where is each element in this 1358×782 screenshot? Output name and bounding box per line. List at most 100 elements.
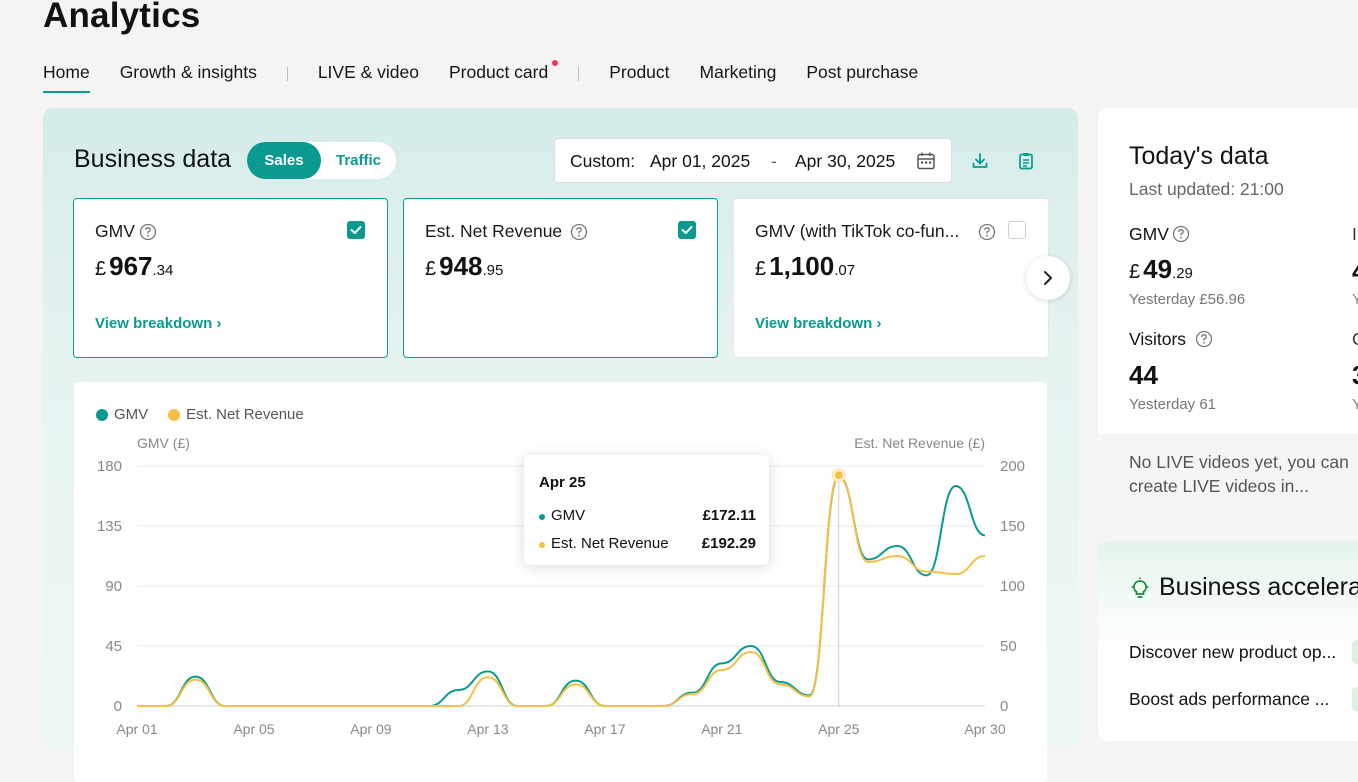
x-tick-label: Apr 21	[701, 721, 742, 737]
value-integer: 967	[109, 251, 153, 281]
value-integer: 49	[1143, 254, 1173, 284]
todays-data-title: Today's data	[1129, 142, 1269, 170]
view-breakdown-label: View breakdown	[755, 315, 873, 332]
todays-data-panel: Today's data Last updated: 21:00 GMV £49…	[1098, 108, 1358, 514]
calendar-icon[interactable]	[916, 151, 936, 171]
metric-card-gmv-cofunded[interactable]: GMV (with TikTok co-fun... £1,100.07 Vie…	[733, 198, 1049, 358]
today-visitors-label: Visitors	[1129, 329, 1187, 349]
tab-product-card[interactable]: Product card	[449, 60, 559, 91]
chart-canvas: GMV (£) Est. Net Revenue (£) 180 200 135 150 9…	[97, 435, 1025, 737]
help-icon[interactable]	[1195, 330, 1213, 348]
last-updated: Last updated: 21:00	[1129, 179, 1284, 199]
help-icon[interactable]	[570, 223, 588, 241]
check-icon	[681, 226, 693, 234]
value-integer: 948	[439, 251, 483, 281]
acceleration-action-chip[interactable]	[1352, 640, 1358, 664]
legend-item-gmv[interactable]: GMV	[96, 406, 148, 423]
clipboard-icon[interactable]	[1016, 151, 1036, 171]
left-tick-label: 90	[105, 578, 122, 595]
clipped-metric-label: I	[1352, 224, 1357, 244]
currency-symbol: £	[425, 258, 437, 280]
tab-growth-insights[interactable]: Growth & insights	[119, 62, 257, 82]
today-gmv-value: £49.29	[1129, 254, 1193, 285]
right-axis-title: Est. Net Revenue (£)	[854, 435, 985, 451]
business-acceleration-title: Business accelera	[1159, 573, 1358, 601]
x-tick-label: Apr 09	[350, 721, 391, 737]
right-tick-label: 200	[1000, 458, 1025, 475]
acceleration-action-chip[interactable]	[1352, 687, 1358, 711]
metric-title: GMV (with TikTok co-fun...	[755, 221, 960, 241]
x-tick-label: Apr 25	[818, 721, 859, 737]
sales-toggle-option[interactable]: Sales	[247, 142, 321, 179]
business-data-panel: Business data Sales Traffic Custom: Apr …	[43, 108, 1078, 782]
clipped-metric-sub: Y	[1352, 291, 1358, 308]
left-tick-label: 180	[97, 458, 122, 475]
business-data-title: Business data	[74, 145, 232, 173]
left-tick-label: 0	[114, 698, 122, 715]
notification-dot	[552, 60, 559, 66]
traffic-toggle-option[interactable]: Traffic	[335, 152, 381, 169]
metric-checkbox[interactable]	[1008, 221, 1026, 239]
view-breakdown-link[interactable]: View breakdown ›	[95, 315, 221, 332]
acceleration-item[interactable]: Discover new product op...	[1129, 642, 1337, 662]
help-icon[interactable]	[978, 223, 996, 241]
chevron-right-icon: ›	[216, 315, 222, 332]
tab-home[interactable]: Home	[43, 62, 90, 93]
chevron-right-icon: ›	[876, 315, 882, 332]
tooltip-date: Apr 25	[539, 474, 586, 491]
right-tick-label: 100	[1000, 578, 1025, 595]
legend-label-gmv: GMV	[114, 406, 149, 423]
value-decimal: .29	[1172, 265, 1193, 282]
x-tick-label: Apr 30	[964, 721, 1005, 737]
legend-dot-net-revenue	[168, 408, 181, 421]
today-visitors-yesterday: Yesterday 61	[1129, 396, 1217, 413]
help-icon[interactable]	[139, 223, 157, 241]
tab-post-purchase[interactable]: Post purchase	[806, 62, 919, 82]
tab-product[interactable]: Product	[609, 62, 670, 82]
metric-card-gmv[interactable]: GMV £967.34 View breakdown ›	[73, 198, 388, 358]
date-range-picker[interactable]: Custom: Apr 01, 2025 - Apr 30, 2025	[554, 138, 952, 183]
date-start[interactable]: Apr 01, 2025	[650, 151, 751, 171]
next-cards-button[interactable]	[1026, 256, 1070, 300]
metric-card-net-revenue[interactable]: Est. Net Revenue £948.95	[403, 198, 718, 358]
chart-legend: GMV Est. Net Revenue	[96, 406, 324, 423]
left-tick-label: 45	[105, 638, 122, 655]
check-icon	[350, 226, 362, 234]
clipped-metric-value: 3	[1352, 360, 1358, 391]
download-icon[interactable]	[970, 151, 990, 171]
tooltip-label: Est. Net Revenue	[551, 535, 669, 552]
right-tick-label: 50	[1000, 638, 1017, 655]
metric-value: £948.95	[425, 251, 503, 282]
currency-symbol: £	[755, 258, 767, 280]
lightbulb-icon	[1131, 577, 1149, 598]
metric-value: £967.34	[95, 251, 173, 282]
clipped-metric-value: 4	[1352, 256, 1358, 287]
tab-live-video[interactable]: LIVE & video	[317, 62, 419, 82]
tab-marketing[interactable]: Marketing	[699, 62, 777, 82]
date-end[interactable]: Apr 30, 2025	[795, 151, 896, 171]
live-video-message: No LIVE videos yet, you can create LIVE …	[1129, 452, 1349, 496]
top-tabs: Home Growth & insights LIVE & video Prod…	[43, 60, 948, 94]
currency-symbol: £	[1129, 261, 1141, 283]
series-line-est-net-revenue	[137, 474, 986, 707]
x-tick-label: Apr 05	[233, 721, 274, 737]
currency-symbol: £	[95, 258, 107, 280]
business-chart: GMV Est. Net Revenue GMV (£) Est. Net Rev…	[74, 382, 1047, 782]
tooltip-value: £192.29	[701, 535, 756, 552]
acceleration-item[interactable]: Boost ads performance ...	[1129, 689, 1330, 709]
date-range-label: Custom:	[570, 151, 636, 171]
x-tick-label: Apr 17	[584, 721, 625, 737]
x-tick-label: Apr 13	[467, 721, 508, 737]
legend-item-net-revenue[interactable]: Est. Net Revenue	[168, 406, 304, 423]
tab-product-card-label: Product card	[449, 62, 549, 82]
metric-checkbox[interactable]	[678, 221, 696, 239]
sales-traffic-toggle: Sales Traffic	[247, 142, 396, 179]
metric-checkbox[interactable]	[347, 221, 365, 239]
view-breakdown-link[interactable]: View breakdown ›	[755, 315, 881, 332]
value-decimal: .07	[834, 262, 856, 279]
help-icon[interactable]	[1172, 225, 1190, 243]
page-title: Analytics	[43, 0, 201, 35]
value-decimal: .95	[482, 262, 504, 279]
clipped-metric-sub: Y	[1352, 396, 1358, 413]
legend-dot-gmv	[96, 408, 108, 421]
